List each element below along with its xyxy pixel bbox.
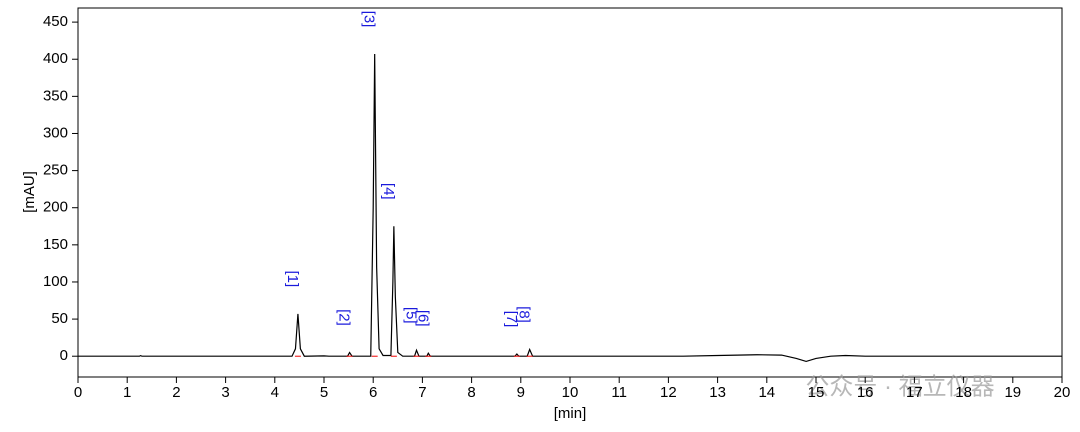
x-tick-label: 3 — [221, 384, 229, 401]
x-tick-label: 19 — [1004, 384, 1021, 401]
x-tick-label: 6 — [369, 384, 377, 401]
x-tick-label: 7 — [418, 384, 426, 401]
peak-label: [7] — [503, 311, 520, 328]
x-axis-label: [min] — [554, 405, 587, 422]
peak-label: [1] — [284, 271, 301, 288]
x-tick-label: 10 — [562, 384, 579, 401]
y-axis-label: [mAU] — [21, 171, 38, 213]
signal-line — [78, 54, 1062, 363]
y-tick-label: 300 — [43, 124, 68, 141]
y-tick-label: 250 — [43, 162, 68, 179]
x-tick-label: 2 — [172, 384, 180, 401]
x-tick-label: 15 — [808, 384, 825, 401]
peak-label: [8] — [516, 306, 533, 323]
y-tick-label: 0 — [60, 347, 68, 364]
y-tick-label: 50 — [51, 310, 68, 327]
peak-label: [2] — [336, 309, 353, 326]
x-tick-label: 5 — [320, 384, 328, 401]
x-tick-label: 4 — [271, 384, 279, 401]
y-tick-label: 150 — [43, 236, 68, 253]
x-tick-label: 14 — [758, 384, 775, 401]
x-tick-label: 11 — [611, 384, 627, 401]
y-tick-label: 200 — [43, 199, 68, 216]
x-tick-label: 16 — [857, 384, 874, 401]
plot-frame — [77, 7, 1063, 378]
x-tick-label: 20 — [1054, 384, 1071, 401]
peak-label: [5] — [403, 307, 420, 324]
x-tick-label: 13 — [709, 384, 726, 401]
x-tick-label: 18 — [955, 384, 972, 401]
y-tick-label: 400 — [43, 50, 68, 67]
x-tick-label: 17 — [906, 384, 923, 401]
x-tick-label: 9 — [517, 384, 525, 401]
x-tick-label: 0 — [74, 384, 82, 401]
peak-label: [3] — [361, 11, 378, 28]
x-tick-label: 8 — [467, 384, 475, 401]
peak-label: [6] — [414, 310, 431, 327]
x-tick-label: 1 — [123, 384, 131, 401]
y-tick-label: 450 — [43, 13, 68, 30]
y-tick-label: 100 — [43, 273, 68, 290]
x-tick-label: 12 — [660, 384, 677, 401]
y-tick-label: 350 — [43, 87, 68, 104]
peak-label: [4] — [380, 183, 397, 200]
